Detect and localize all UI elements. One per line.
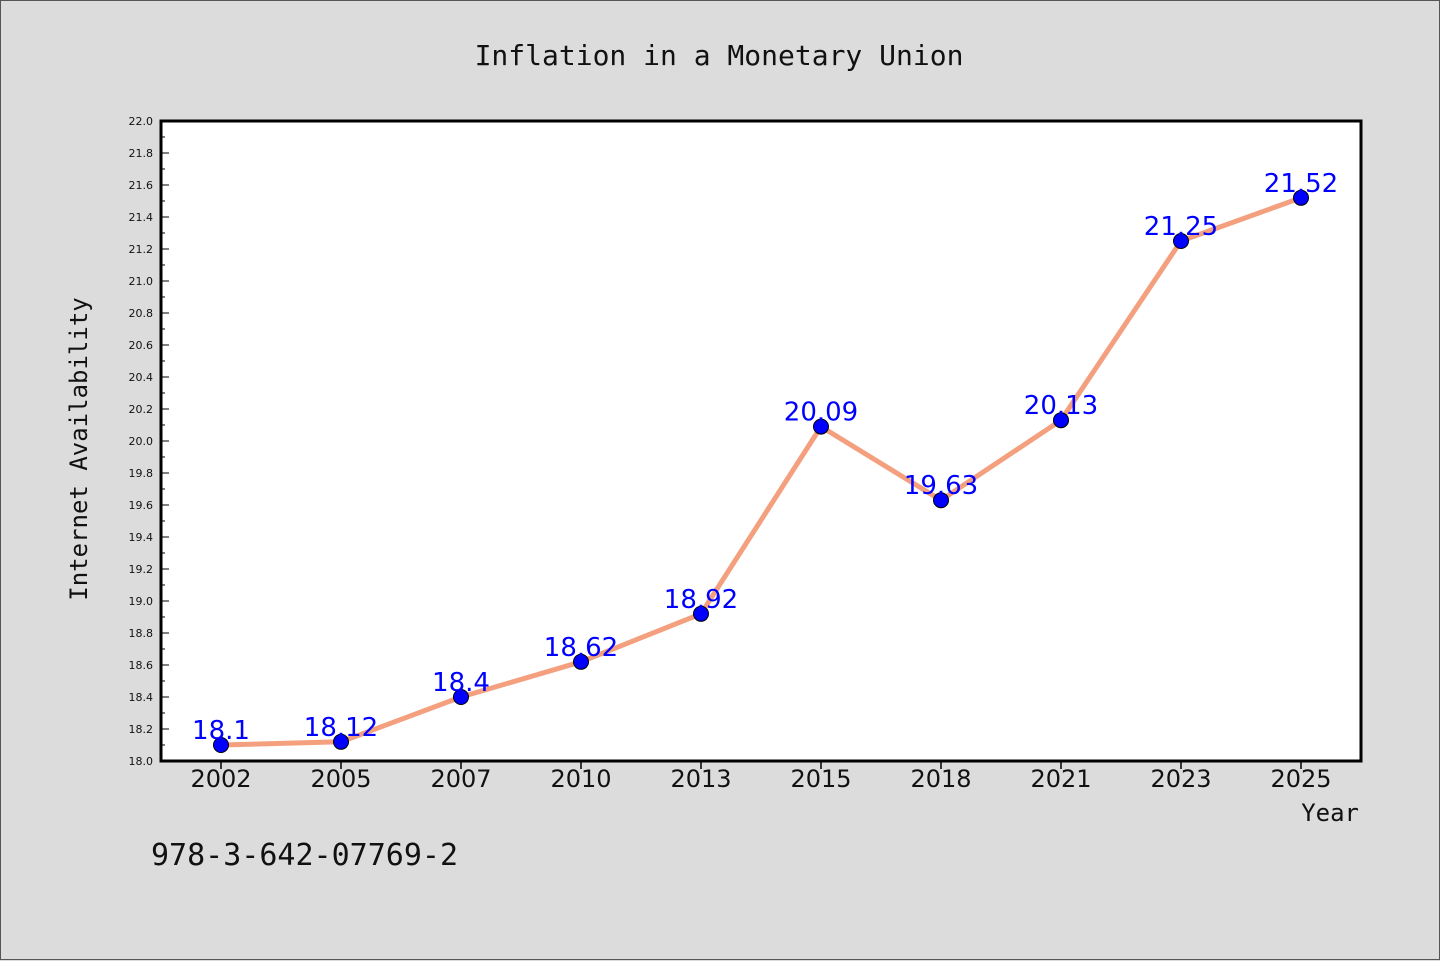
plot-area: [159, 119, 1363, 763]
x-tick-label: 2013: [670, 765, 731, 793]
data-point-marker: [1293, 189, 1309, 206]
data-label: 21.52: [1264, 169, 1338, 199]
y-tick-label: 20.2: [129, 403, 154, 416]
data-label: 18.92: [664, 585, 738, 615]
x-tick-label: 2007: [430, 765, 491, 793]
y-tick-label: 20.0: [129, 435, 154, 448]
data-point-marker: [1173, 233, 1189, 249]
series-line-group: [213, 189, 1309, 753]
data-label: 18.1: [192, 716, 250, 746]
data-point-marker: [1053, 412, 1069, 429]
x-axis-label: Year: [1301, 799, 1359, 827]
data-point-marker: [693, 605, 709, 622]
x-tick-label: 2025: [1270, 765, 1331, 793]
data-label: 18.62: [544, 633, 618, 663]
y-tick-label: 19.4: [129, 531, 154, 544]
y-tick-label: 21.4: [129, 211, 154, 224]
y-tick-label: 22.0: [129, 115, 154, 128]
x-tick-label: 2002: [190, 765, 251, 793]
chart-title: Inflation in a Monetary Union: [475, 39, 964, 72]
y-tick-label: 18.8: [129, 627, 154, 640]
y-tick-label: 21.2: [129, 243, 154, 256]
x-tick-label: 2023: [1150, 765, 1211, 793]
y-tick-label: 21.6: [129, 179, 154, 192]
y-tick-label: 18.0: [129, 755, 154, 768]
data-point-marker: [453, 689, 469, 705]
data-label: 20.09: [784, 398, 858, 428]
x-axis: 2002 2005 2007 2010 2013 2015 2018 2021 2023 2025: [190, 761, 1332, 793]
y-tick-label: 19.0: [129, 595, 154, 608]
y-axis: 18.0 18.2 18.4 18.6 18.8 19.0 19.2 19.4 19.6 19.8…: [129, 115, 169, 768]
x-tick-label: 2018: [910, 765, 971, 793]
data-point-marker: [213, 737, 229, 753]
data-point-marker: [333, 733, 349, 750]
footnote-isbn: 978-3-642-07769-2: [151, 838, 458, 873]
data-labels-group: 18.1 18.12 18.4 18.62 18.92 20.09 19.63 20.13 21…: [192, 169, 1338, 746]
y-tick-label: 18.4: [129, 691, 154, 704]
x-tick-label: 2015: [790, 765, 851, 793]
data-point-marker: [573, 653, 589, 670]
y-tick-label: 20.8: [129, 307, 154, 320]
data-label: 18.12: [304, 713, 378, 743]
y-tick-label: 19.8: [129, 467, 154, 480]
x-tick-label: 2021: [1030, 765, 1091, 793]
data-label: 18.4: [432, 668, 490, 698]
data-point-marker: [933, 492, 949, 509]
y-tick-label: 19.2: [129, 563, 154, 576]
data-label: 20.13: [1024, 391, 1098, 421]
y-tick-label: 18.6: [129, 659, 154, 672]
data-label: 19.63: [904, 471, 978, 501]
y-tick-label: 20.4: [129, 371, 154, 384]
x-tick-label: 2010: [550, 765, 611, 793]
y-tick-label: 21.8: [129, 147, 154, 160]
y-tick-label: 19.6: [129, 499, 154, 512]
series-line: [218, 195, 1304, 748]
y-tick-label: 18.2: [129, 723, 154, 736]
y-axis-label: Internet Availability: [65, 297, 93, 600]
data-point-marker: [813, 418, 829, 435]
x-tick-label: 2005: [310, 765, 371, 793]
data-label: 21.25: [1144, 212, 1218, 242]
y-tick-label: 20.6: [129, 339, 154, 352]
y-tick-label: 21.0: [129, 275, 154, 288]
